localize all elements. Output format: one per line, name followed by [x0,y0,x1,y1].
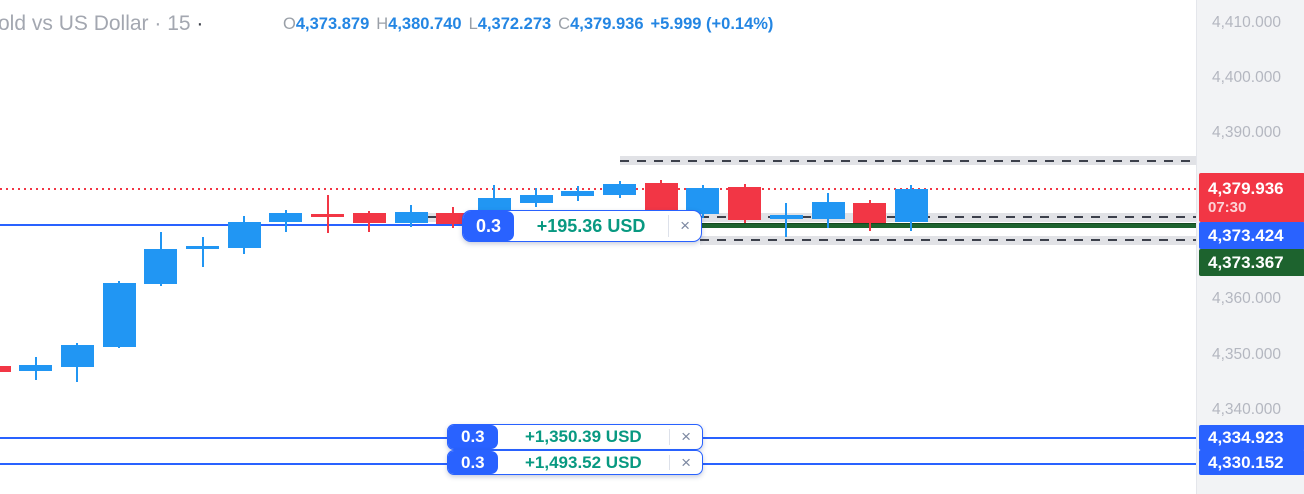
position-qty-button[interactable]: 0.3 [463,211,515,241]
low-label: L [468,15,478,33]
symbol-header[interactable]: old vs US Dollar · 15 · [0,12,203,36]
position-close-button[interactable]: × [681,427,691,446]
divider [668,215,670,237]
symbol-title-separator: · [196,12,204,35]
symbol-title: old vs US Dollar · 15 [0,12,197,35]
candle-wick-20 [785,203,788,238]
entry-price-label-blue: 4,373.424 [1199,222,1304,249]
candle-body-11 [394,211,428,223]
candle-body-9 [311,214,345,217]
position-tag-2[interactable]: 0.3 +1,350.39 USD × [447,424,703,450]
open-value: 4,373.879 [295,15,370,33]
price-tick: 4,360.000 [1212,290,1281,308]
last-price-line[interactable] [0,188,1196,190]
high-value: 4,380.740 [388,15,462,33]
candle-body-3 [60,345,94,367]
price-tick: 4,410.000 [1212,13,1281,31]
change-value: +5.999 (+0.14%) [650,15,774,33]
price-tick: 4,350.000 [1212,345,1281,363]
position-line-green[interactable] [697,222,1196,228]
dashed-level-band-1 [620,156,1196,166]
candle-body-16 [603,183,636,195]
candle-body-22 [853,203,887,223]
entry-price-value: 4,373.424 [1208,225,1284,245]
candle-body-1 [0,366,11,372]
price-tick: 4,400.000 [1212,69,1281,87]
order-price-value: 4,334.923 [1208,427,1284,447]
candle-body-12 [436,212,470,225]
divider [669,429,671,445]
order-price-label-2: 4,330.152 [1199,450,1304,475]
candle-body-13 [477,198,511,211]
position-pnl: +195.36 USD [536,215,646,236]
position-tag-1[interactable]: 0.3 +195.36 USD × [462,210,702,242]
price-tick: 4,340.000 [1212,400,1281,418]
divider [669,455,671,470]
candle-body-6 [186,246,219,249]
order-price-value: 4,330.152 [1208,452,1284,472]
ohlc-readout: O4,373.879 H4,380.740 L4,372.273 C4,379.936… [283,15,773,34]
candle-body-19 [728,186,762,221]
candle-body-14 [519,195,553,204]
close-label: C [558,15,571,33]
candle-wick-9 [326,194,329,233]
candle-body-10 [352,212,386,223]
position-close-button[interactable]: × [680,216,690,235]
order-price-label-1: 4,334.923 [1199,425,1304,450]
candle-body-23 [894,189,928,223]
candle-body-15 [561,190,595,196]
position-price-label-green: 4,373.367 [1199,249,1304,276]
candle-body-17 [644,183,678,211]
close-value: 4,379.936 [570,15,644,33]
open-label: O [283,15,296,33]
high-label: H [376,15,389,33]
bar-countdown: 07:30 [1208,198,1247,216]
candle-body-18 [686,188,720,215]
low-value: 4,372.273 [477,15,552,33]
price-tick: 4,390.000 [1212,124,1281,142]
price-axis[interactable]: 4,410.000 4,400.000 4,390.000 4,360.000 4,35… [1196,0,1304,494]
position-qty-button[interactable]: 0.3 [448,451,498,474]
chart-plot-area[interactable]: old vs US Dollar · 15 · O4,373.879 H4,380… [0,0,1196,494]
position-close-button[interactable]: × [681,452,691,472]
candle-body-20 [769,215,803,220]
position-price-value: 4,373.367 [1208,252,1284,272]
candle-body-7 [227,221,261,248]
candle-body-5 [144,248,178,284]
candle-body-4 [102,283,136,347]
position-qty-button[interactable]: 0.3 [448,425,498,449]
dashed-level-band-3 [700,235,1196,245]
position-pnl: +1,350.39 USD [524,427,642,446]
candle-body-21 [811,201,845,220]
position-tag-3[interactable]: 0.3 +1,493.52 USD × [447,450,703,475]
position-pnl: +1,493.52 USD [524,452,642,472]
last-price-value: 4,379.936 [1208,178,1284,198]
candle-body-2 [19,365,53,372]
candle-wick-6 [201,236,204,268]
candle-body-8 [269,212,303,222]
last-price-label: 4,379.936 07:30 [1199,173,1304,222]
